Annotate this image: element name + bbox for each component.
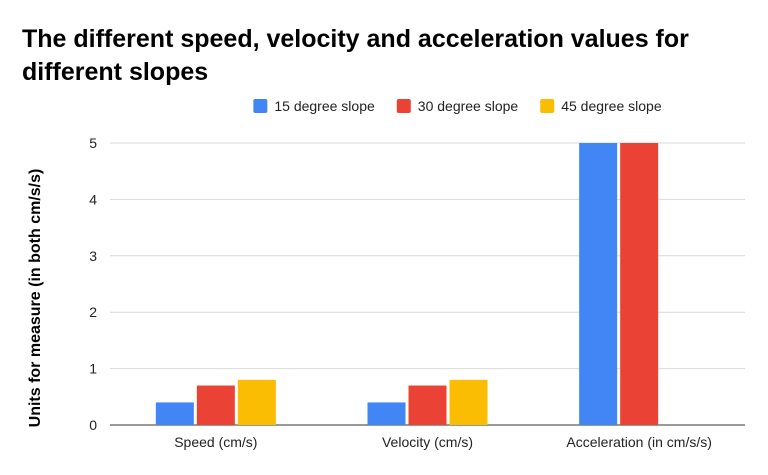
bar [367,402,406,425]
legend-swatch [396,99,411,113]
legend-label: 30 degree slope [418,98,519,114]
x-category-label: Speed (cm/s) [174,434,257,450]
legend: 15 degree slope 30 degree slope 45 degree … [253,98,662,114]
y-tick-label: 5 [89,135,97,151]
bar [449,379,488,425]
legend-label: 45 degree slope [561,98,662,114]
legend-item: 45 degree slope [540,98,662,114]
x-axis-categories: Speed (cm/s) Velocity (cm/s) Acceleration … [174,434,712,450]
y-tick-label: 2 [89,304,97,320]
bar [237,379,276,425]
legend-item: 15 degree slope [253,98,375,114]
legend-swatch [540,99,555,113]
bar [196,385,235,425]
bar [620,143,659,425]
bar [579,143,618,425]
legend-swatch [253,99,268,113]
chart-title-line-2: different slopes [22,58,208,86]
x-category-label: Acceleration (in cm/s/s) [566,434,711,450]
bars [155,143,659,425]
y-tick-label: 1 [89,361,97,377]
legend-item: 30 degree slope [396,98,519,114]
x-category-label: Velocity (cm/s) [382,434,473,450]
bar [155,402,194,425]
chart-title-line-1: The different speed, velocity and accele… [22,25,689,53]
y-axis-ticks: 0 1 2 3 4 5 [89,135,97,433]
legend-label: 15 degree slope [274,98,375,114]
y-tick-label: 0 [89,417,97,433]
y-tick-label: 4 [89,191,97,207]
y-axis-label: Units for measure (in both cm/s/s) [27,169,44,428]
y-tick-label: 3 [89,248,97,264]
bar [408,385,447,425]
